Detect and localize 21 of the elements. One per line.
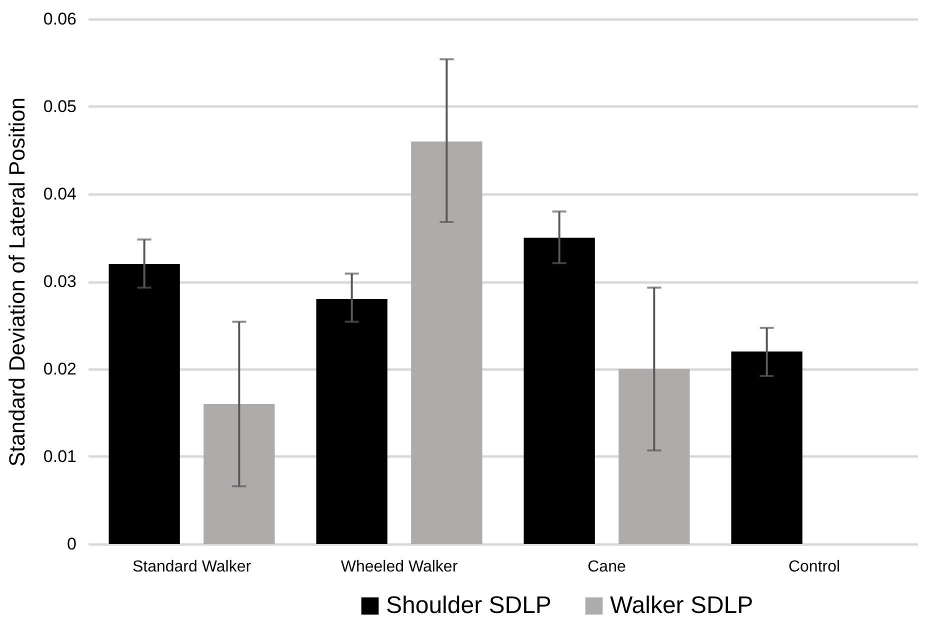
y-axis-title: Standard Deviation of Lateral Position	[4, 97, 30, 467]
y-tick-label: 0	[67, 534, 76, 554]
x-tick-label: Cane	[588, 558, 626, 576]
x-tick-label: Control	[788, 558, 840, 576]
bar	[108, 264, 180, 544]
y-tick-label: 0.04	[43, 184, 76, 204]
x-tick-label: Wheeled Walker	[340, 558, 458, 576]
y-tick-label: 0.02	[43, 360, 76, 378]
bar	[204, 404, 275, 544]
bar	[524, 238, 595, 544]
y-tick-label: 0.05	[43, 97, 76, 116]
y-tick-label: 0.03	[43, 272, 76, 291]
x-tick-label: Standard Walker	[132, 558, 252, 576]
legend-label: Shoulder SDLP	[386, 592, 552, 619]
bar	[731, 352, 802, 544]
legend-label: Walker SDLP	[610, 592, 754, 619]
bar	[316, 299, 388, 544]
y-tick-label: 0.06	[43, 10, 76, 28]
bar	[411, 142, 482, 544]
y-tick-label: 0.01	[43, 447, 76, 466]
bar	[618, 369, 690, 544]
